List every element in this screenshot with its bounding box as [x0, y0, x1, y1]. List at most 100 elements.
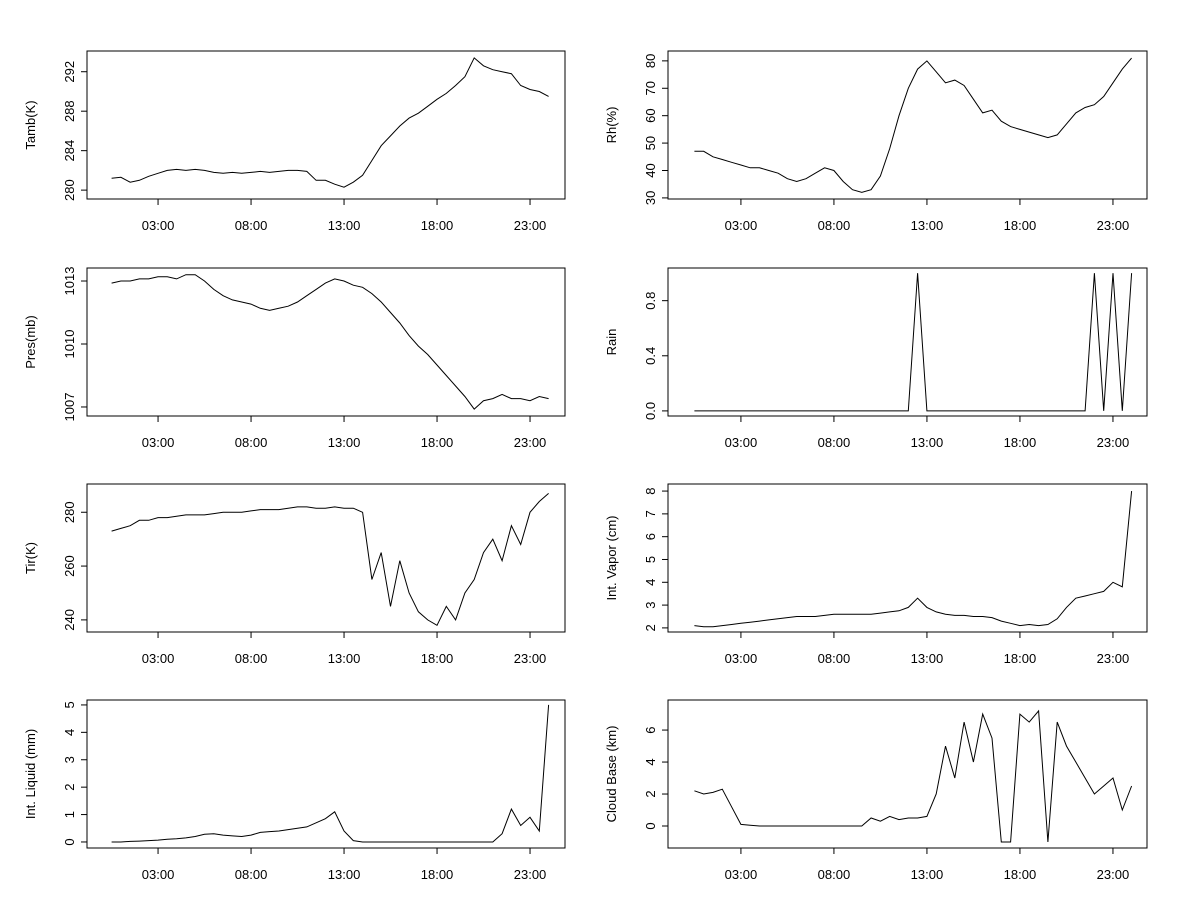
x-tick-label: 18:00	[1004, 867, 1037, 882]
x-tick-label: 18:00	[421, 435, 454, 450]
x-tick-label: 13:00	[911, 218, 944, 233]
y-tick-label: 3	[643, 601, 658, 608]
y-tick-label: 4	[643, 758, 658, 765]
y-tick-label: 260	[62, 555, 77, 577]
y-tick-label: 3	[62, 756, 77, 763]
series-line	[694, 491, 1133, 628]
x-tick-label: 18:00	[421, 651, 454, 666]
series-line	[111, 704, 550, 843]
y-tick-label: 80	[643, 54, 658, 68]
x-tick-label: 23:00	[514, 218, 547, 233]
series-line	[694, 709, 1133, 843]
x-tick-label: 08:00	[818, 435, 851, 450]
y-tick-label: 50	[643, 136, 658, 150]
y-tick-label: 6	[643, 533, 658, 540]
y-axis-label: Rain	[604, 329, 619, 356]
x-tick-label: 23:00	[514, 867, 547, 882]
y-tick-label: 1010	[62, 330, 77, 359]
x-tick-label: 08:00	[235, 218, 268, 233]
x-tick-label: 13:00	[911, 651, 944, 666]
x-tick-label: 03:00	[725, 218, 758, 233]
x-tick-label: 13:00	[328, 218, 361, 233]
y-tick-label: 5	[643, 556, 658, 563]
x-tick-label: 23:00	[1097, 435, 1130, 450]
y-axis-label: Int. Vapor (cm)	[604, 515, 619, 600]
x-tick-label: 03:00	[142, 435, 175, 450]
y-tick-label: 4	[62, 729, 77, 736]
x-tick-label: 23:00	[514, 435, 547, 450]
y-tick-label: 0	[643, 822, 658, 829]
x-tick-label: 13:00	[328, 867, 361, 882]
plot-frame	[86, 699, 566, 849]
x-tick-label: 08:00	[235, 867, 268, 882]
y-tick-label: 284	[62, 140, 77, 162]
y-tick-label: 4	[643, 579, 658, 586]
x-tick-label: 13:00	[911, 867, 944, 882]
y-tick-label: 7	[643, 510, 658, 517]
x-tick-label: 03:00	[725, 651, 758, 666]
y-tick-label: 0	[62, 838, 77, 845]
x-tick-label: 08:00	[818, 867, 851, 882]
x-tick-label: 13:00	[328, 651, 361, 666]
x-tick-label: 18:00	[421, 867, 454, 882]
x-tick-label: 23:00	[1097, 651, 1130, 666]
y-tick-label: 2	[643, 790, 658, 797]
y-axis-label: Cloud Base (km)	[604, 726, 619, 823]
x-tick-label: 03:00	[142, 867, 175, 882]
plot-frame	[667, 267, 1148, 417]
y-tick-label: 1007	[62, 393, 77, 422]
plot-frame	[86, 267, 566, 417]
x-tick-label: 03:00	[142, 218, 175, 233]
y-tick-label: 5	[62, 701, 77, 708]
y-tick-label: 60	[643, 108, 658, 122]
plot-frame	[667, 699, 1148, 849]
x-tick-label: 18:00	[1004, 218, 1037, 233]
plot-frame	[667, 483, 1148, 633]
x-tick-label: 08:00	[235, 651, 268, 666]
x-tick-label: 23:00	[1097, 867, 1130, 882]
series-line	[694, 57, 1132, 193]
y-tick-label: 280	[62, 179, 77, 201]
x-tick-label: 23:00	[1097, 218, 1130, 233]
y-axis-label: Int. Liquid (mm)	[23, 729, 38, 819]
series-line	[694, 273, 1133, 412]
x-tick-label: 18:00	[1004, 651, 1037, 666]
x-tick-label: 08:00	[818, 651, 851, 666]
y-tick-label: 240	[62, 609, 77, 631]
series-line	[111, 493, 549, 627]
y-tick-label: 288	[62, 100, 77, 122]
plot-frame	[86, 50, 566, 200]
plot-frame	[86, 483, 566, 633]
x-tick-label: 13:00	[328, 435, 361, 450]
series-line	[111, 57, 549, 188]
x-tick-label: 18:00	[421, 218, 454, 233]
x-tick-label: 08:00	[235, 435, 268, 450]
y-tick-label: 280	[62, 501, 77, 523]
x-tick-label: 03:00	[725, 435, 758, 450]
y-tick-label: 30	[643, 191, 658, 205]
x-tick-label: 23:00	[514, 651, 547, 666]
x-tick-label: 18:00	[1004, 435, 1037, 450]
y-tick-label: 8	[643, 487, 658, 494]
series-line	[111, 274, 549, 410]
y-axis-label: Tir(K)	[23, 542, 38, 574]
y-tick-label: 1013	[62, 267, 77, 296]
x-tick-label: 03:00	[142, 651, 175, 666]
y-tick-label: 1	[62, 811, 77, 818]
y-tick-label: 292	[62, 61, 77, 83]
y-tick-label: 6	[643, 726, 658, 733]
x-tick-label: 13:00	[911, 435, 944, 450]
y-tick-label: 0.4	[643, 347, 658, 365]
plot-frame	[667, 50, 1148, 200]
y-axis-label: Rh(%)	[604, 107, 619, 144]
x-tick-label: 03:00	[725, 867, 758, 882]
y-tick-label: 70	[643, 81, 658, 95]
y-tick-label: 2	[62, 784, 77, 791]
y-tick-label: 0.0	[643, 402, 658, 420]
x-tick-label: 08:00	[818, 218, 851, 233]
y-tick-label: 0.8	[643, 292, 658, 310]
y-axis-label: Pres(mb)	[23, 315, 38, 368]
y-axis-label: Tamb(K)	[23, 100, 38, 149]
